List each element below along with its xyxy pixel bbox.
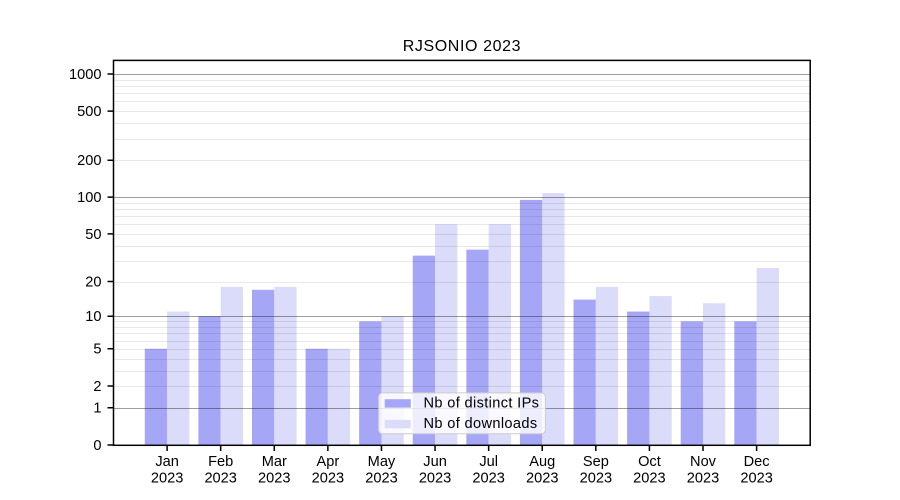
svg-text:Aug: Aug <box>529 454 555 470</box>
svg-text:Nov: Nov <box>690 454 717 470</box>
svg-text:2023: 2023 <box>580 471 612 487</box>
svg-text:5: 5 <box>93 342 101 358</box>
svg-text:2023: 2023 <box>312 471 344 487</box>
svg-text:Jun: Jun <box>423 454 447 470</box>
svg-text:Sep: Sep <box>583 454 609 470</box>
svg-text:2023: 2023 <box>258 471 290 487</box>
svg-text:May: May <box>368 454 396 470</box>
svg-text:Dec: Dec <box>744 454 770 470</box>
svg-text:2023: 2023 <box>472 471 504 487</box>
svg-text:100: 100 <box>77 190 101 206</box>
svg-text:2023: 2023 <box>365 471 397 487</box>
svg-text:500: 500 <box>77 104 101 120</box>
svg-text:1: 1 <box>93 401 101 417</box>
svg-text:2023: 2023 <box>151 471 183 487</box>
svg-text:2023: 2023 <box>633 471 665 487</box>
svg-text:Nb of distinct IPs: Nb of distinct IPs <box>424 395 540 411</box>
svg-text:2: 2 <box>93 379 101 395</box>
svg-text:0: 0 <box>93 438 101 454</box>
svg-text:Apr: Apr <box>317 454 340 470</box>
svg-text:2023: 2023 <box>526 471 558 487</box>
svg-text:2023: 2023 <box>687 471 719 487</box>
svg-text:Feb: Feb <box>208 454 233 470</box>
svg-text:Oct: Oct <box>638 454 661 470</box>
svg-text:Jul: Jul <box>479 454 498 470</box>
svg-text:2023: 2023 <box>740 471 772 487</box>
svg-text:RJSONIO 2023: RJSONIO 2023 <box>403 38 521 55</box>
svg-text:Nb of downloads: Nb of downloads <box>424 416 538 432</box>
svg-text:200: 200 <box>77 153 101 169</box>
svg-text:50: 50 <box>85 227 101 243</box>
svg-text:Mar: Mar <box>262 454 287 470</box>
svg-text:2023: 2023 <box>419 471 451 487</box>
svg-text:20: 20 <box>85 274 101 290</box>
svg-text:10: 10 <box>85 309 101 325</box>
svg-text:1000: 1000 <box>69 67 101 83</box>
svg-text:2023: 2023 <box>204 471 236 487</box>
svg-text:Jan: Jan <box>155 454 179 470</box>
